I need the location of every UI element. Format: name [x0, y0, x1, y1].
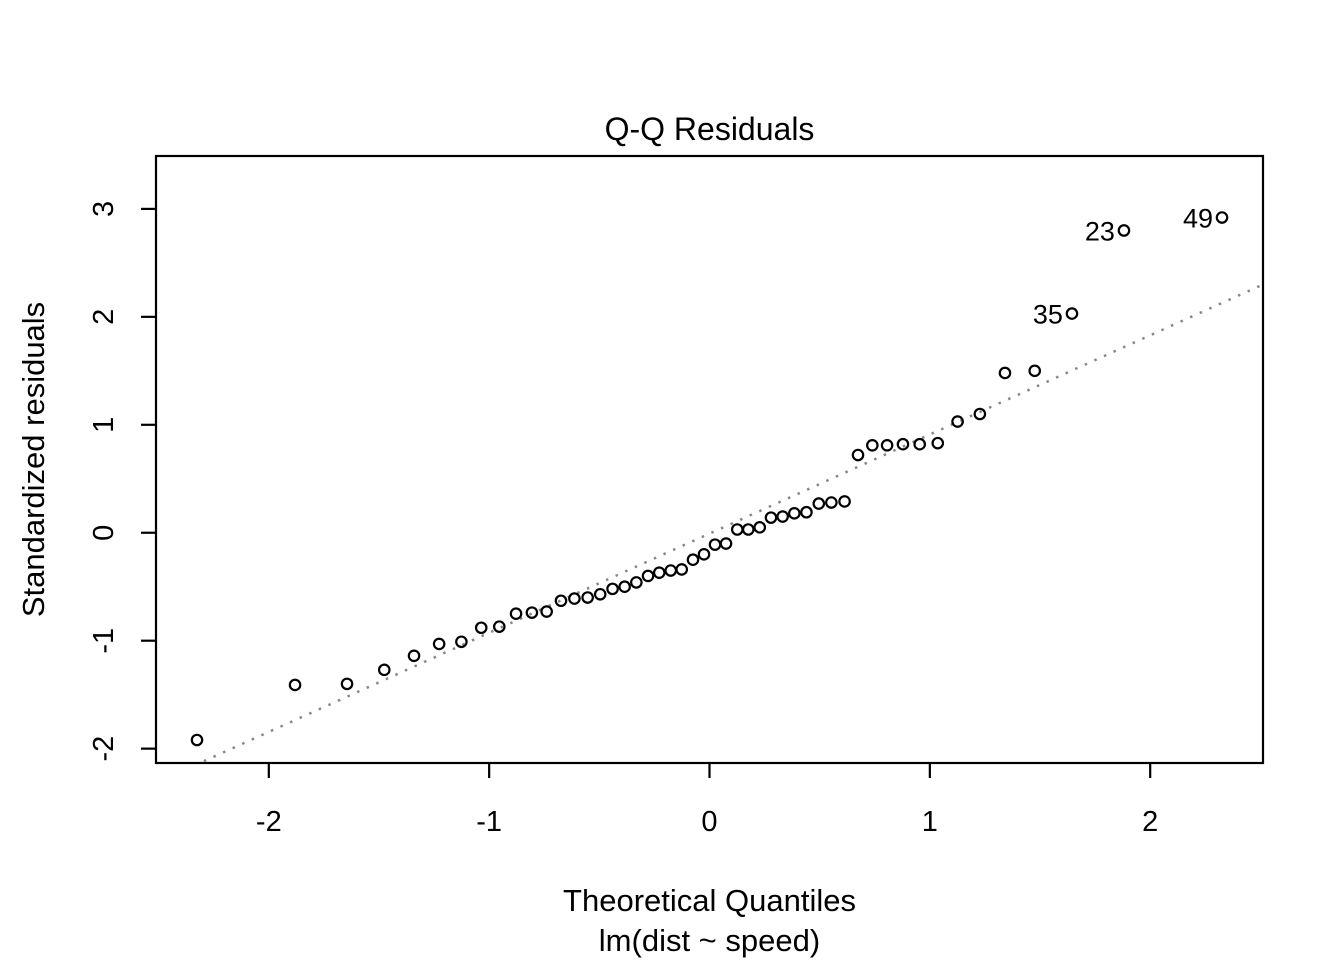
data-point	[776, 510, 789, 523]
data-point	[652, 566, 666, 579]
data-point	[800, 505, 813, 519]
x-axis-tick-label: 2	[1142, 806, 1158, 838]
y-axis-tick-label: 0	[88, 525, 120, 541]
data-point	[880, 439, 894, 452]
point-label: 23	[1085, 216, 1115, 246]
data-point	[998, 366, 1012, 380]
data-point	[432, 637, 446, 651]
x-axis-tick-label: 1	[922, 806, 938, 838]
data-point	[913, 437, 927, 451]
y-axis-tick-label: 2	[88, 309, 120, 325]
point-label: 49	[1183, 204, 1213, 234]
data-point	[606, 582, 619, 596]
plot-title: Q-Q Residuals	[605, 111, 815, 147]
data-point	[568, 592, 581, 605]
data-point	[851, 448, 865, 462]
data-point	[973, 407, 987, 421]
data-point	[474, 621, 488, 635]
data-point	[581, 591, 594, 604]
data-point	[866, 439, 879, 452]
data-point	[288, 678, 302, 692]
data-point	[675, 563, 689, 576]
y-axis-tick-label: 1	[88, 417, 120, 433]
point-label: 35	[1033, 300, 1063, 330]
x-axis-sublabel: lm(dist ~ speed)	[599, 923, 820, 958]
y-axis-tick-label: -1	[88, 628, 120, 654]
data-point	[1028, 364, 1042, 378]
data-point	[377, 663, 391, 677]
data-point	[540, 605, 553, 618]
data-point	[730, 523, 744, 536]
data-point	[641, 569, 655, 583]
data-point	[190, 733, 204, 747]
x-axis-tick-label: 0	[701, 806, 717, 838]
data-point	[618, 580, 631, 594]
data-point	[741, 523, 755, 536]
data-point	[812, 497, 826, 510]
data-point	[593, 587, 607, 601]
y-axis-label: Standardized residuals	[16, 302, 51, 617]
data-point	[686, 553, 700, 567]
data-point	[896, 437, 910, 451]
y-axis-tick-label: 3	[88, 201, 120, 217]
data-point	[509, 607, 523, 621]
data-point	[340, 677, 354, 691]
data-point	[708, 538, 722, 551]
data-point	[753, 521, 767, 534]
data-point	[630, 576, 643, 589]
data-point	[525, 606, 539, 619]
data-point	[719, 537, 733, 550]
data-point	[1065, 307, 1079, 320]
data-point	[455, 635, 468, 649]
data-point	[838, 495, 851, 508]
data-point	[664, 564, 678, 577]
data-point	[554, 594, 568, 608]
data-point	[951, 415, 964, 428]
plot-box	[154, 154, 1265, 765]
data-point	[825, 496, 838, 509]
data-point	[1215, 211, 1229, 224]
data-point	[764, 511, 778, 524]
data-point	[492, 620, 506, 633]
data-point	[1117, 224, 1131, 237]
x-axis-label: Theoretical Quantiles	[563, 883, 856, 918]
data-point	[407, 649, 421, 663]
y-axis-tick-label: -2	[88, 736, 120, 762]
data-point	[697, 548, 711, 561]
data-point	[931, 436, 945, 450]
data-point	[788, 507, 801, 520]
x-axis-tick-label: -2	[256, 806, 282, 838]
qq-reference-line	[196, 283, 1263, 763]
x-axis-tick-label: -1	[476, 806, 502, 838]
